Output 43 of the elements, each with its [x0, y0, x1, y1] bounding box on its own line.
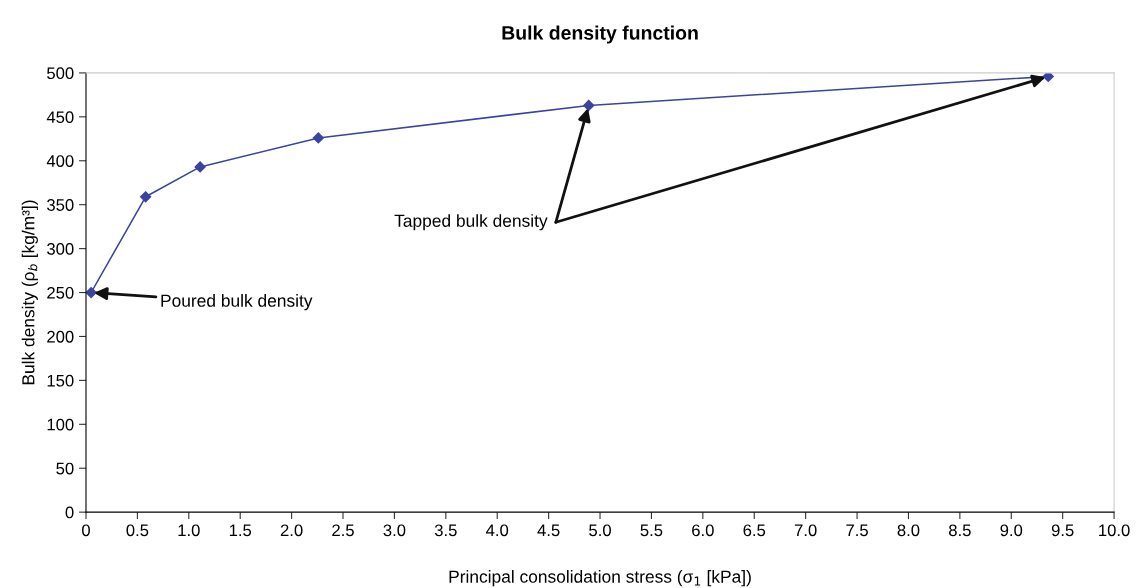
y-tick-label: 400 — [46, 155, 74, 167]
point — [583, 99, 595, 112]
x-tick-label: 0.5 — [126, 524, 149, 537]
x-axis-title: Principal consolidation stress (σ$_{1}$ [kPa]) — [449, 570, 751, 587]
x-tick-label: 7.0 — [794, 524, 817, 537]
y-tick-label: 300 — [47, 243, 74, 255]
x-tick-label: 8.0 — [897, 524, 920, 537]
x-tick-label: 9.0 — [1000, 524, 1023, 537]
y-tick-label: 250 — [47, 286, 74, 299]
x-tick-label: 7.5 — [846, 524, 868, 537]
x-tick-label: 10.0 — [1099, 524, 1130, 537]
x-tick-label: 0 — [82, 524, 90, 537]
annotation: Poured bulk density — [161, 294, 313, 311]
annotation: Tapped bulk density — [394, 214, 548, 231]
x-tick-label: 9.5 — [1051, 524, 1074, 537]
x-tick-label: 1.0 — [178, 524, 200, 537]
y-tick-label: 500 — [47, 67, 74, 80]
point — [1042, 72, 1054, 83]
x-tick-label: 3.0 — [383, 524, 406, 537]
point — [86, 286, 97, 299]
x-tick-label: 8.5 — [949, 524, 971, 537]
y-tick-label: 50 — [56, 462, 74, 475]
x-tick-label: 4.5 — [537, 524, 560, 537]
y-tick-label: 100 — [47, 418, 74, 431]
y-tick-label: 0 — [65, 506, 74, 519]
x-tick-label: 2.5 — [332, 524, 354, 537]
chart-title: Bulk density function — [502, 25, 698, 44]
y-axis-title: Bulk density (ρ$_{b}$ [kg/m³]) — [21, 200, 38, 385]
point — [194, 161, 206, 173]
x-tick-label: 3.5 — [434, 524, 457, 537]
x-tick-label: 6.5 — [743, 524, 766, 537]
x-tick-label: 2.0 — [280, 524, 303, 537]
y-tick-label: 350 — [47, 199, 74, 211]
y-tick-label: 150 — [47, 374, 74, 387]
x-tick-label: 5.5 — [640, 524, 663, 537]
x-tick-label: 5.0 — [589, 524, 611, 537]
y-tick-label: 200 — [47, 330, 74, 343]
point — [312, 132, 324, 144]
point — [140, 191, 152, 203]
x-tick-label: 4.0 — [486, 524, 509, 537]
y-tick-label: 450 — [46, 111, 74, 124]
x-tick-label: 1.5 — [229, 524, 252, 537]
x-tick-label: 6.0 — [692, 524, 714, 537]
